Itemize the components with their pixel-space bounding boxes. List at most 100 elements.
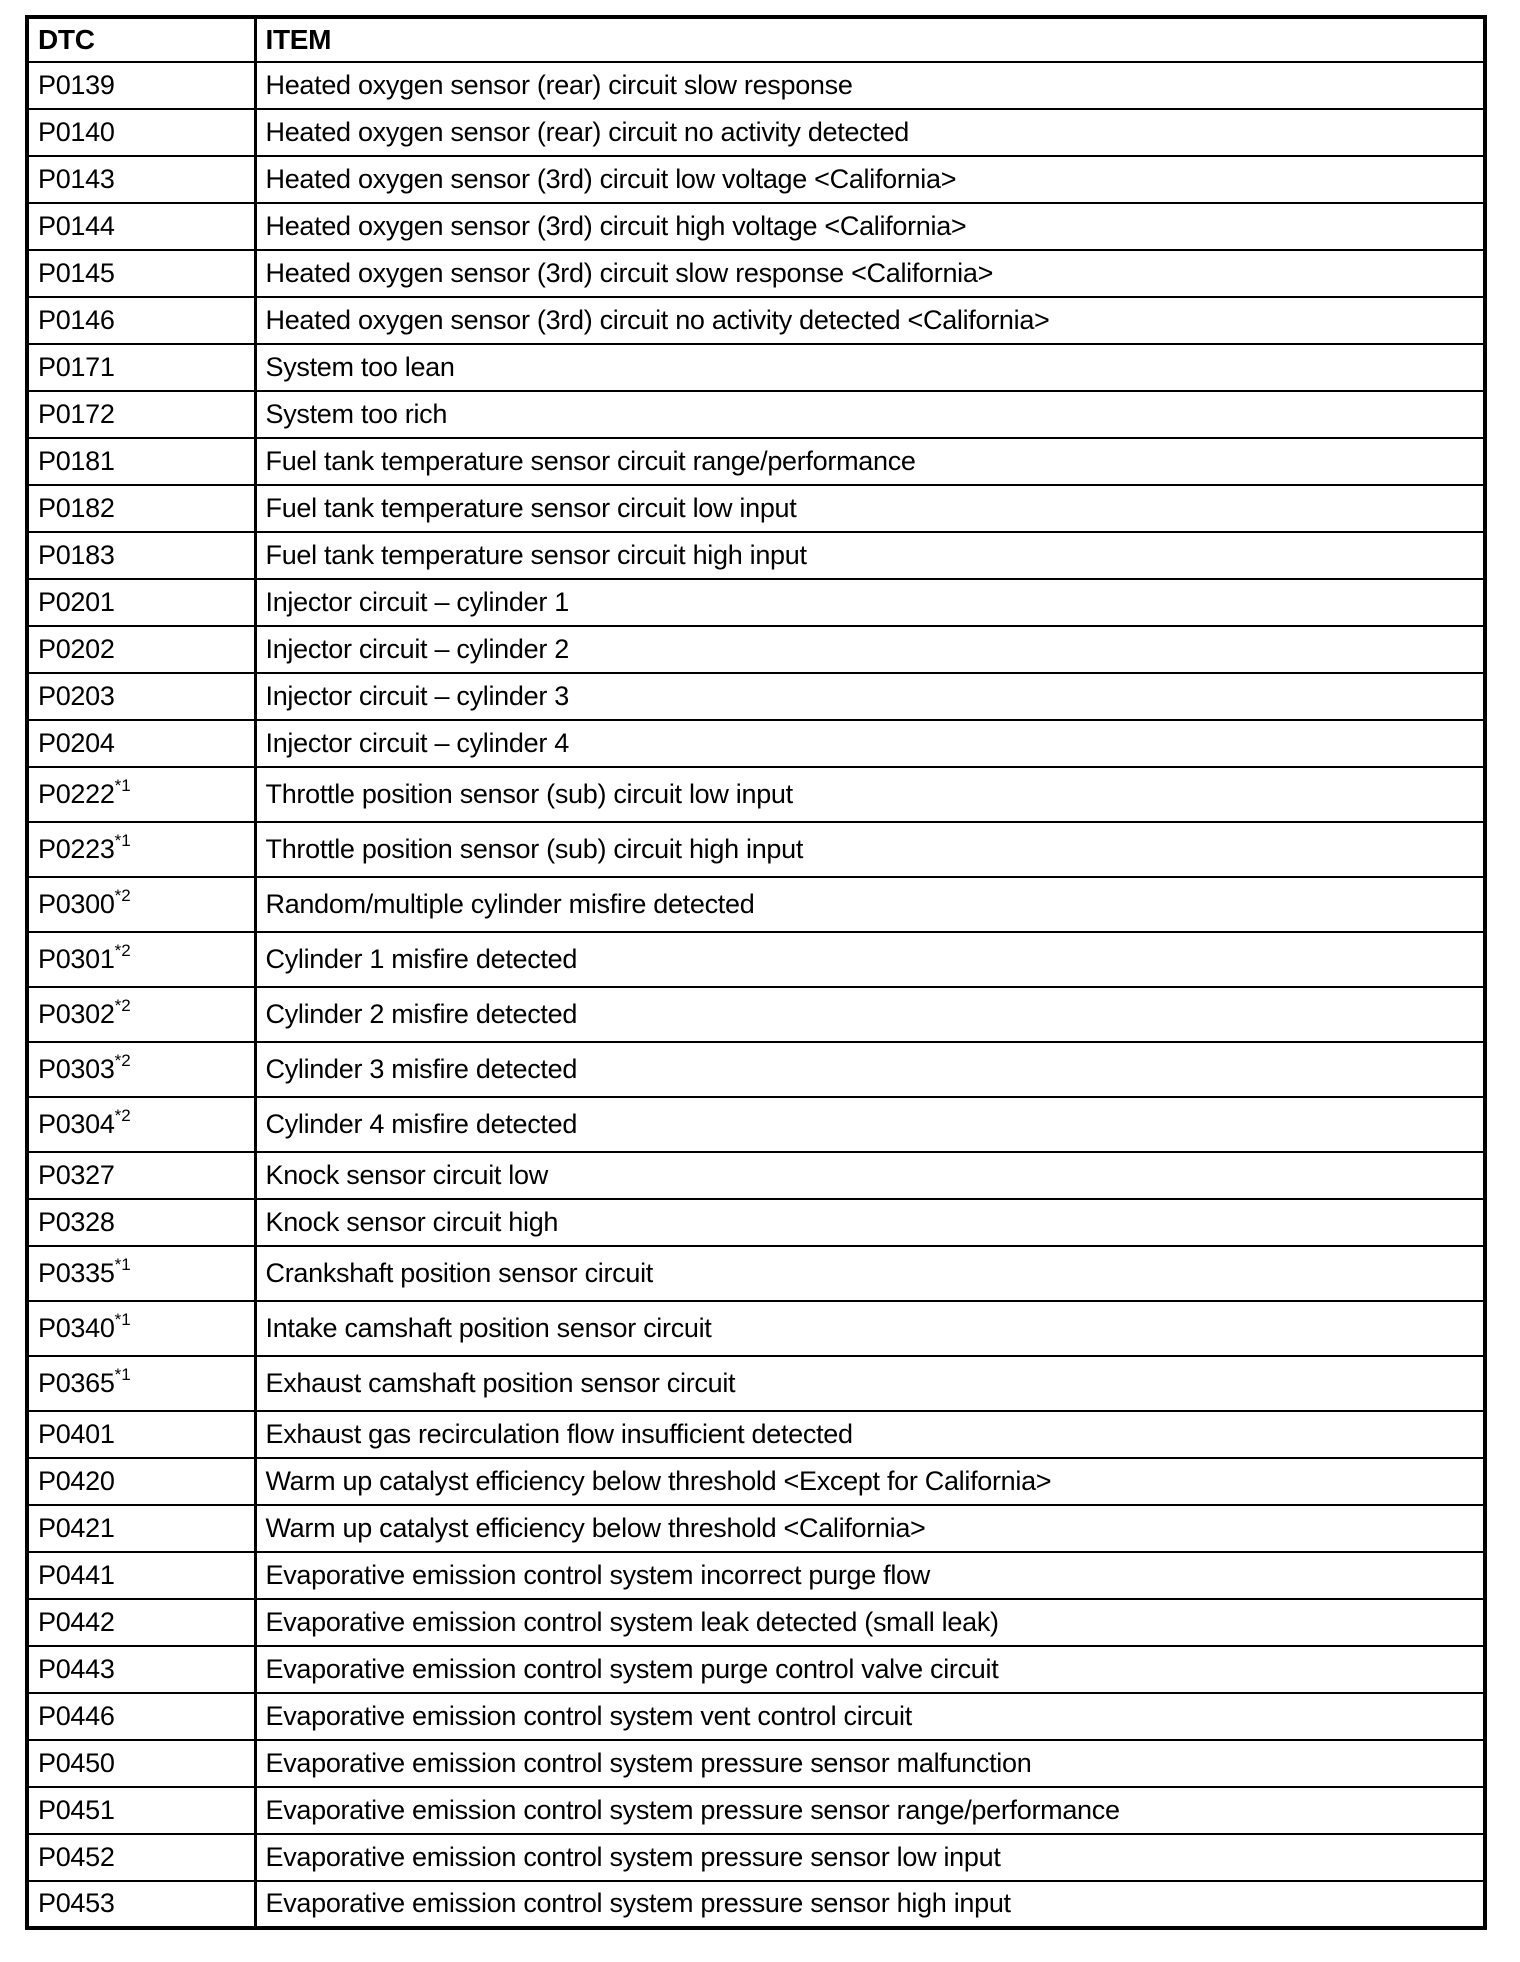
item-cell: Fuel tank temperature sensor circuit ran… <box>254 437 1486 486</box>
table-row: P0328 Knock sensor circuit high <box>26 1198 1486 1247</box>
table-row: P0303*2 Cylinder 3 misfire detected <box>26 1041 1486 1098</box>
dtc-code: P0443 <box>38 1653 115 1684</box>
table-header-row: DTC ITEM <box>26 16 1486 63</box>
table-row: P0223*1 Throttle position sensor (sub) c… <box>26 821 1486 878</box>
table-row: P0222*1 Throttle position sensor (sub) c… <box>26 766 1486 823</box>
item-text: Heated oxygen sensor (3rd) circuit slow … <box>265 257 994 288</box>
item-text: Heated oxygen sensor (3rd) circuit low v… <box>265 163 957 194</box>
dtc-code: P0421 <box>38 1512 115 1543</box>
dtc-code: P0301 <box>38 943 115 974</box>
dtc-code: P0223 <box>38 833 115 864</box>
dtc-code: P0335 <box>38 1257 115 1288</box>
dtc-code-cell: P0223*1 <box>26 821 257 878</box>
table-row: P0452 Evaporative emission control syste… <box>26 1833 1486 1882</box>
dtc-code: P0139 <box>38 69 115 100</box>
dtc-code-cell: P0143 <box>26 155 257 204</box>
dtc-code-cell: P0182 <box>26 484 257 533</box>
item-cell: Evaporative emission control system inco… <box>254 1551 1486 1600</box>
dtc-code-cell: P0452 <box>26 1833 257 1882</box>
item-cell: System too lean <box>254 343 1486 392</box>
dtc-code: P0446 <box>38 1700 115 1731</box>
item-cell: Heated oxygen sensor (3rd) circuit low v… <box>254 155 1486 204</box>
item-text: Cylinder 1 misfire detected <box>265 943 578 974</box>
dtc-code-cell: P0328 <box>26 1198 257 1247</box>
dtc-code-cell: P0172 <box>26 390 257 439</box>
item-cell: Warm up catalyst efficiency below thresh… <box>254 1504 1486 1553</box>
item-text: Exhaust gas recirculation flow insuffici… <box>265 1418 854 1449</box>
dtc-code: P0181 <box>38 445 115 476</box>
table-row: P0140 Heated oxygen sensor (rear) circui… <box>26 108 1486 157</box>
dtc-code-cell: P0202 <box>26 625 257 674</box>
table-row: P0446 Evaporative emission control syste… <box>26 1692 1486 1741</box>
item-text: Evaporative emission control system purg… <box>265 1653 999 1684</box>
dtc-code-footnote: *1 <box>114 830 131 850</box>
dtc-code: P0303 <box>38 1053 115 1084</box>
dtc-code-cell: P0300*2 <box>26 876 257 933</box>
table-row: P0300*2 Random/multiple cylinder misfire… <box>26 876 1486 933</box>
dtc-code-cell: P0327 <box>26 1151 257 1200</box>
dtc-code-footnote: *2 <box>114 1105 131 1125</box>
dtc-code-cell: P0302*2 <box>26 986 257 1043</box>
column-header-item: ITEM <box>254 16 1486 63</box>
dtc-code-footnote: *2 <box>114 1050 131 1070</box>
table-row: P0304*2 Cylinder 4 misfire detected <box>26 1096 1486 1153</box>
dtc-code: P0172 <box>38 398 115 429</box>
dtc-code-cell: P0171 <box>26 343 257 392</box>
dtc-code-cell: P0203 <box>26 672 257 721</box>
item-cell: Heated oxygen sensor (3rd) circuit high … <box>254 202 1486 251</box>
item-cell: Intake camshaft position sensor circuit <box>254 1300 1486 1357</box>
dtc-code-cell: P0335*1 <box>26 1245 257 1302</box>
dtc-code: P0144 <box>38 210 115 241</box>
dtc-code-footnote: *1 <box>114 1364 131 1384</box>
item-text: Injector circuit – cylinder 2 <box>265 633 570 664</box>
item-cell: Exhaust gas recirculation flow insuffici… <box>254 1410 1486 1459</box>
dtc-code: P0442 <box>38 1606 115 1637</box>
dtc-code-cell: P0451 <box>26 1786 257 1835</box>
dtc-code: P0203 <box>38 680 115 711</box>
item-text: Knock sensor circuit low <box>265 1159 549 1190</box>
item-cell: Heated oxygen sensor (3rd) circuit no ac… <box>254 296 1486 345</box>
item-text: Evaporative emission control system pres… <box>265 1747 1032 1778</box>
dtc-code-cell: P0340*1 <box>26 1300 257 1357</box>
dtc-code-cell: P0146 <box>26 296 257 345</box>
dtc-code-cell: P0420 <box>26 1457 257 1506</box>
table-row: P0365*1 Exhaust camshaft position sensor… <box>26 1355 1486 1412</box>
table-row: P0421 Warm up catalyst efficiency below … <box>26 1504 1486 1553</box>
item-cell: Fuel tank temperature sensor circuit low… <box>254 484 1486 533</box>
dtc-code: P0143 <box>38 163 115 194</box>
dtc-code-footnote: *1 <box>114 775 131 795</box>
table-row: P0302*2 Cylinder 2 misfire detected <box>26 986 1486 1043</box>
item-text: Cylinder 3 misfire detected <box>265 1053 578 1084</box>
dtc-code: P0327 <box>38 1159 115 1190</box>
dtc-code-cell: P0421 <box>26 1504 257 1553</box>
table-row: P0453 Evaporative emission control syste… <box>26 1880 1486 1929</box>
item-text: Injector circuit – cylinder 3 <box>265 680 570 711</box>
table-row: P0401 Exhaust gas recirculation flow ins… <box>26 1410 1486 1459</box>
table-row: P0183 Fuel tank temperature sensor circu… <box>26 531 1486 580</box>
dtc-code: P0441 <box>38 1559 115 1590</box>
dtc-code-cell: P0441 <box>26 1551 257 1600</box>
dtc-code: P0450 <box>38 1747 115 1778</box>
item-text: Warm up catalyst efficiency below thresh… <box>265 1512 926 1543</box>
item-cell: Heated oxygen sensor (rear) circuit no a… <box>254 108 1486 157</box>
table-row: P0182 Fuel tank temperature sensor circu… <box>26 484 1486 533</box>
dtc-code-cell: P0446 <box>26 1692 257 1741</box>
dtc-code: P0304 <box>38 1108 115 1139</box>
dtc-code: P0145 <box>38 257 115 288</box>
item-text: Cylinder 2 misfire detected <box>265 998 578 1029</box>
dtc-code-footnote: *2 <box>114 885 131 905</box>
item-text: Fuel tank temperature sensor circuit low… <box>265 492 797 523</box>
item-text: Evaporative emission control system pres… <box>265 1888 1012 1919</box>
dtc-code: P0171 <box>38 351 115 382</box>
dtc-code-footnote: *1 <box>114 1309 131 1329</box>
dtc-code: P0302 <box>38 998 115 1029</box>
table-row: P0327 Knock sensor circuit low <box>26 1151 1486 1200</box>
dtc-code-cell: P0139 <box>26 61 257 110</box>
dtc-code: P0420 <box>38 1465 115 1496</box>
table-row: P0340*1 Intake camshaft position sensor … <box>26 1300 1486 1357</box>
item-cell: Injector circuit – cylinder 3 <box>254 672 1486 721</box>
dtc-code-cell: P0303*2 <box>26 1041 257 1098</box>
dtc-code: P0328 <box>38 1206 115 1237</box>
table-row: P0450 Evaporative emission control syste… <box>26 1739 1486 1788</box>
